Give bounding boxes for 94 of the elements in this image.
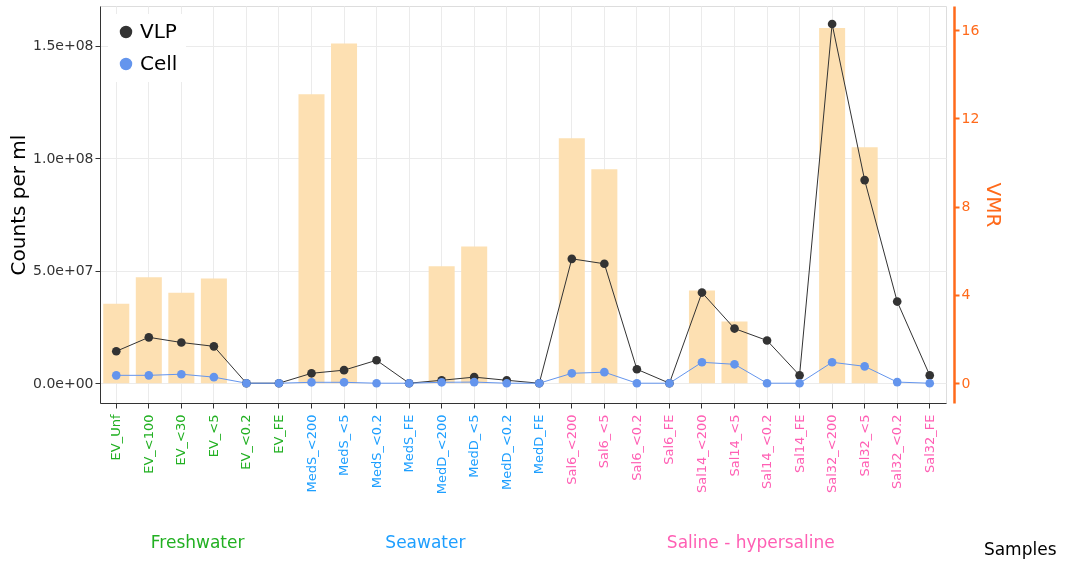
x-tick-label: Sal6_<5 (596, 414, 612, 469)
point (827, 357, 837, 367)
point (111, 346, 121, 356)
y-tick-label: 1.0e+08 (33, 149, 94, 166)
text: Seawater (385, 532, 466, 552)
x-tick-label: Sal32_<200 (824, 414, 840, 494)
y-axis-title: Counts per ml (6, 134, 31, 276)
point (372, 378, 381, 388)
point (795, 371, 804, 380)
bar (721, 321, 748, 384)
bar (200, 278, 227, 384)
x-tick-label: Sal32_FE (921, 414, 937, 474)
x-tick-label: MedS_<0.2 (368, 414, 384, 489)
point (469, 377, 479, 387)
x-tick-label: MedS_FE (401, 414, 417, 473)
point (762, 378, 772, 388)
y2-tick-label: 4 (961, 286, 971, 303)
point (600, 259, 609, 269)
point (892, 297, 902, 306)
point (339, 377, 349, 387)
y2-tick-label: 12 (961, 109, 980, 126)
point (632, 378, 642, 388)
bar (331, 43, 358, 384)
bar (558, 138, 585, 384)
y2-tick-label: 16 (961, 21, 980, 38)
x-tick-label: MedD_<5 (466, 414, 482, 478)
x-tick-label: EV_<30 (173, 414, 189, 466)
x-tick-label: EV_<0.2 (238, 414, 254, 470)
bar (168, 292, 195, 384)
x-tick-label: MedD_<200 (433, 414, 449, 495)
x-tick-label: EV_Unf (108, 414, 124, 461)
point (111, 371, 121, 380)
bar (851, 147, 878, 384)
y-tick-label: 5.0e+07 (33, 262, 94, 279)
point (339, 365, 349, 375)
x-tick-label: Sal6_FE (661, 414, 677, 465)
point (925, 371, 935, 380)
point (925, 378, 935, 388)
bar (135, 277, 162, 384)
point (307, 377, 316, 387)
x-tick-label: EV_<100 (140, 414, 156, 474)
bar (298, 94, 325, 384)
point (177, 338, 186, 347)
y2-tick-label: 8 (961, 198, 971, 215)
text: Saline - hypersaline (666, 532, 835, 552)
point (697, 288, 707, 297)
x-tick-label: MedD_<0.2 (498, 414, 514, 491)
x-tick-label: Sal32_<5 (856, 414, 872, 477)
point (730, 359, 739, 369)
point (860, 175, 869, 185)
point (600, 367, 609, 377)
bar (688, 290, 715, 384)
point (762, 336, 772, 345)
point (567, 254, 577, 264)
point (827, 19, 837, 29)
bar (428, 266, 455, 384)
point (697, 357, 707, 367)
x-tick-label: Sal14_<200 (693, 414, 709, 494)
x-tick-label: EV_<5 (205, 414, 221, 458)
x-tick-label: EV_FE (270, 414, 286, 454)
point (632, 364, 642, 374)
x-tick-label: Sal6_<0.2 (628, 414, 644, 481)
point (730, 324, 739, 333)
point (795, 378, 804, 388)
y2-axis-title: VMR (982, 182, 1007, 228)
x-tick-label: Sal14_<0.2 (759, 414, 775, 489)
x-tick-label: Sal14_FE (791, 414, 807, 474)
legend-label: Cell (140, 51, 178, 75)
point (567, 368, 577, 378)
point (372, 355, 381, 365)
point (892, 377, 902, 387)
y-tick-label: 1.5e+08 (33, 37, 94, 54)
x-tick-label: MedD_FE (531, 414, 547, 475)
x-tick-label: MedS_<200 (303, 414, 319, 493)
point (144, 333, 154, 342)
point (860, 362, 869, 371)
point (144, 371, 154, 380)
point (209, 342, 219, 351)
legend-label: VLP (140, 19, 177, 43)
bar (591, 169, 618, 384)
point (177, 369, 186, 379)
y2-tick-label: 0 (961, 374, 971, 391)
x-tick-label: MedS_<5 (336, 414, 352, 476)
text: Freshwater (150, 532, 245, 552)
point (307, 368, 316, 378)
x-axis-title: Samples (983, 538, 1057, 559)
x-tick-label: Sal6_<200 (563, 414, 579, 485)
x-tick-label: Sal14_<5 (726, 414, 742, 477)
y-tick-label: 0.0e+00 (33, 374, 94, 391)
x-tick-label: Sal32_<0.2 (889, 414, 905, 489)
bar (461, 246, 488, 384)
bar (819, 28, 846, 384)
bar (103, 303, 130, 384)
point (209, 372, 219, 382)
